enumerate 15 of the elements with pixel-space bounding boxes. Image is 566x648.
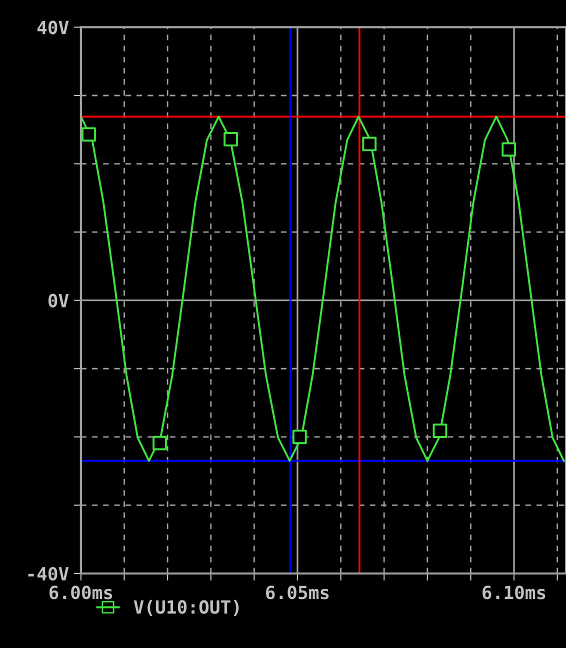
y-tick-label: 40V	[37, 20, 69, 34]
point	[432, 424, 448, 438]
legend-label: V(U10:OUT)	[134, 600, 239, 616]
point	[292, 430, 307, 444]
x-tick-label: 6.05ms	[266, 586, 329, 600]
y-tick-label: 0V	[48, 294, 69, 308]
point	[82, 127, 96, 142]
point	[152, 436, 167, 450]
line-series	[80, 116, 565, 462]
point	[502, 142, 516, 157]
point	[224, 132, 238, 146]
x-tick-label: 6.00ms	[49, 586, 112, 600]
x-tick-label: 6.10ms	[482, 586, 546, 600]
y-tick-label: -40V	[28, 566, 69, 581]
point	[362, 136, 377, 152]
